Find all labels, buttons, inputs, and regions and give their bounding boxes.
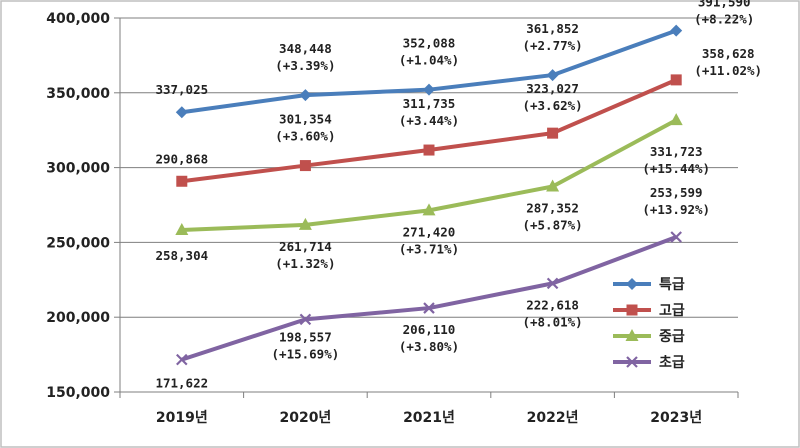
data-label: (+8.01%): [522, 314, 582, 329]
data-point-stroke: [670, 231, 682, 243]
data-label: 361,852: [526, 21, 579, 36]
x-tick-label: 2021년: [403, 410, 455, 426]
y-tick-label: 350,000: [46, 86, 110, 102]
y-tick-label: 250,000: [46, 235, 110, 251]
legend-label: 특급: [659, 277, 685, 293]
data-point: [670, 74, 682, 86]
data-point: [422, 203, 436, 216]
data-label: (+3.39%): [275, 58, 335, 73]
data-label: 287,352: [526, 201, 579, 216]
data-label: 311,735: [403, 96, 456, 111]
data-label: 348,448: [279, 41, 332, 56]
x-tick-label: 2019년: [156, 410, 208, 426]
data-point: [299, 313, 312, 326]
data-point: [546, 69, 559, 82]
y-tick-label: 200,000: [46, 310, 110, 326]
data-label: (+3.44%): [399, 113, 459, 128]
data-point: [670, 24, 683, 37]
data-label: 171,622: [155, 376, 208, 391]
data-label: (+1.04%): [399, 53, 459, 68]
data-label: 352,088: [403, 36, 456, 51]
axes: [114, 17, 739, 398]
legend-label: 고급: [659, 303, 685, 319]
data-point: [299, 89, 312, 102]
data-point: [176, 175, 188, 187]
data-point: [547, 127, 559, 139]
legend-label: 초급: [659, 355, 685, 371]
data-label: 258,304: [155, 248, 208, 263]
data-point: [546, 277, 559, 290]
data-label: 391,590: [698, 0, 751, 10]
legend-label: 중급: [659, 329, 685, 345]
data-label: (+15.44%): [642, 161, 710, 176]
data-point: [176, 353, 188, 366]
data-label: 222,618: [526, 297, 579, 312]
data-point: [626, 304, 638, 316]
data-point: [298, 217, 312, 230]
data-label: (+3.60%): [275, 129, 335, 144]
data-point: [626, 278, 638, 290]
data-label: (+11.02%): [694, 63, 762, 78]
data-point: [670, 231, 682, 243]
data-point: [423, 83, 435, 96]
data-label: (+15.69%): [272, 346, 340, 361]
data-point-stroke: [176, 353, 188, 366]
data-point: [546, 179, 560, 192]
x-tick-label: 2020년: [279, 410, 331, 426]
series-group: [175, 24, 683, 366]
data-label: 261,714: [279, 239, 332, 254]
data-point-stroke: [626, 356, 638, 368]
gridlines: [120, 17, 738, 318]
data-label: 358,628: [702, 46, 755, 61]
data-label: (+3.62%): [522, 98, 582, 113]
data-point: [423, 302, 435, 314]
data-point: [625, 329, 639, 341]
data-point: [626, 356, 638, 368]
data-point-stroke: [299, 313, 312, 326]
data-labels: 337,025 348,448 (+3.39%) 352,088 (+1.04%) 361…: [155, 0, 762, 391]
data-point: [175, 222, 189, 235]
y-axis-tick-labels: 150,000 200,000 250,000 300,000 350,000 400,0…: [46, 11, 110, 401]
data-point-stroke: [546, 277, 559, 290]
data-label: (+8.22%): [694, 12, 754, 27]
data-label: 290,868: [155, 151, 208, 166]
x-axis-tick-labels: 2019년 2020년 2021년 2022년 2023년: [156, 410, 702, 426]
y-tick-label: 300,000: [46, 161, 110, 177]
data-label: 323,027: [526, 81, 579, 96]
data-point: [669, 113, 683, 126]
data-point: [175, 106, 188, 119]
data-label: 206,110: [403, 322, 456, 337]
x-tick-label: 2022년: [527, 410, 579, 426]
x-tick-label: 2023년: [650, 410, 702, 426]
data-label: 198,557: [279, 329, 332, 344]
data-label: 337,025: [155, 82, 208, 97]
data-label: 253,599: [650, 185, 703, 200]
data-label: (+13.92%): [642, 202, 710, 217]
data-point-stroke: [423, 302, 435, 314]
data-label: (+5.87%): [522, 218, 582, 233]
y-tick-label: 150,000: [46, 385, 110, 401]
data-point: [423, 144, 435, 156]
data-label: (+2.77%): [522, 38, 582, 53]
data-label: (+3.71%): [399, 241, 459, 256]
data-label: (+1.32%): [275, 256, 335, 271]
data-label: 301,354: [279, 112, 332, 127]
data-label: (+3.80%): [399, 339, 459, 354]
data-label: 271,420: [403, 224, 456, 239]
data-point: [299, 160, 311, 172]
y-tick-label: 400,000: [46, 11, 110, 27]
data-label: 331,723: [650, 144, 703, 159]
